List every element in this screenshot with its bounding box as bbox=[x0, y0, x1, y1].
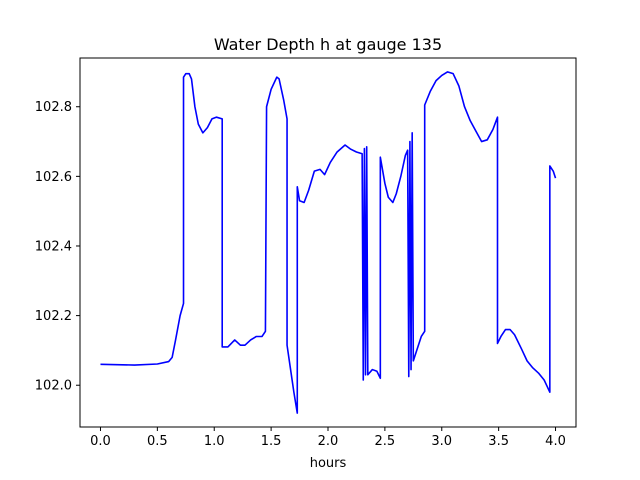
x-tick-label: 3.0 bbox=[431, 434, 452, 449]
y-tick-label: 102.8 bbox=[35, 100, 72, 115]
x-axis-ticks: 0.0 0.5 1.0 1.5 2.0 2.5 3.0 3.5 4.0 bbox=[90, 427, 566, 449]
y-axis-ticks: 102.0 102.2 102.4 102.6 102.8 bbox=[35, 100, 80, 394]
y-tick-label: 102.6 bbox=[35, 170, 72, 185]
x-tick-label: 0.0 bbox=[90, 434, 111, 449]
plot-area bbox=[100, 71, 557, 414]
y-tick-label: 102.0 bbox=[35, 379, 72, 394]
x-tick-label: 1.5 bbox=[261, 434, 282, 449]
x-tick-label: 0.5 bbox=[147, 434, 168, 449]
x-tick-label: 3.5 bbox=[488, 434, 509, 449]
x-tick-label: 2.5 bbox=[375, 434, 396, 449]
series-line-0 bbox=[100, 71, 557, 414]
x-tick-label: 4.0 bbox=[545, 434, 566, 449]
chart-title: Water Depth h at gauge 135 bbox=[214, 35, 442, 54]
x-axis-label: hours bbox=[310, 456, 347, 471]
y-tick-label: 102.4 bbox=[35, 239, 72, 254]
axes-frame bbox=[79, 57, 577, 428]
x-tick-label: 1.0 bbox=[204, 434, 225, 449]
y-tick-label: 102.2 bbox=[35, 309, 72, 324]
x-tick-label: 2.0 bbox=[318, 434, 339, 449]
